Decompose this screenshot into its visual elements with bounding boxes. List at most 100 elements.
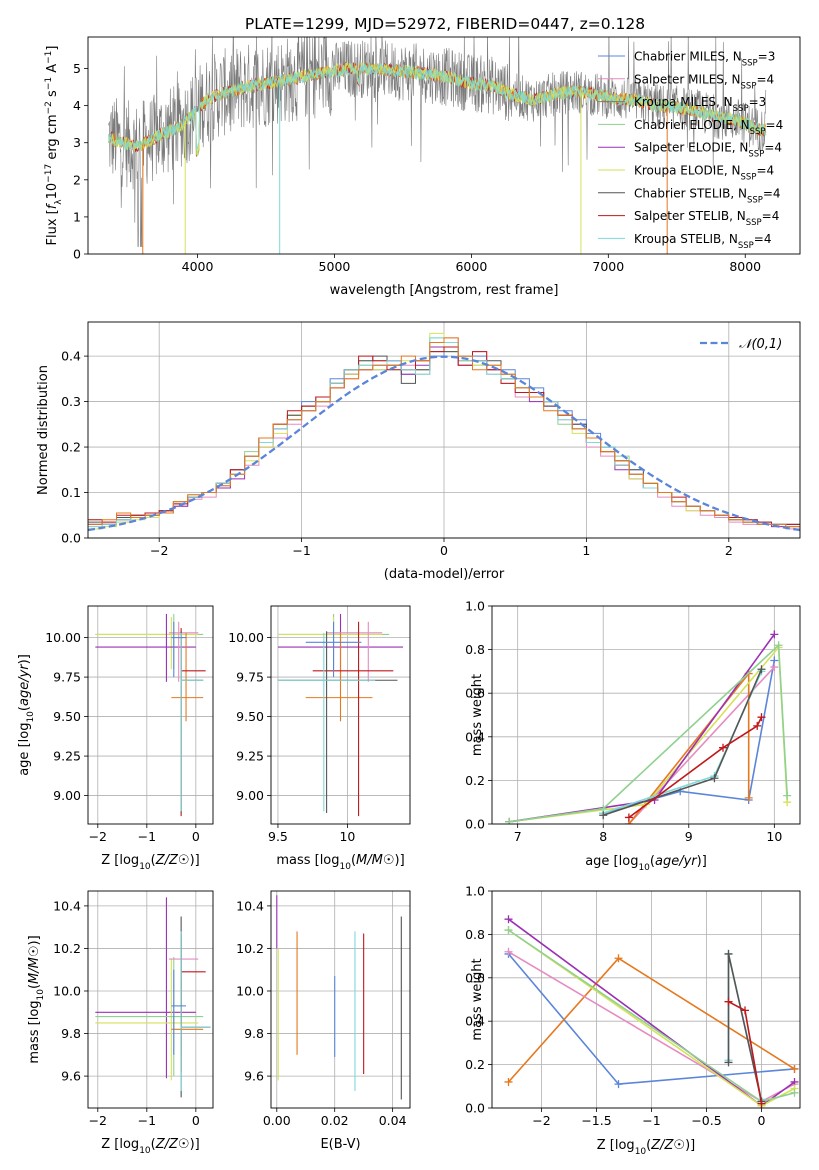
legend-label: Kroupa STELIB, NSSP=4 <box>634 232 772 251</box>
tick-label-y: 9.00 <box>53 788 81 803</box>
tick-label-y: 10.0 <box>236 983 264 998</box>
marker-orange <box>790 1064 799 1073</box>
y-axis-label: Normed distribution <box>36 365 51 495</box>
tick-label-y: 0.8 <box>465 927 485 942</box>
marker-orange <box>744 793 753 802</box>
errorbar-kroupa-elodie <box>277 617 383 670</box>
tick-label-y: 4 <box>73 98 81 113</box>
tick-label-y: 0.6 <box>465 686 485 701</box>
tick-label-y: 9.00 <box>236 788 264 803</box>
tick-label-y: 10.4 <box>53 898 81 913</box>
errorbar-salpeter-stelib <box>180 628 206 817</box>
marker-chabrier-stelib <box>757 665 766 674</box>
tick-label-y: 0.4 <box>465 1014 485 1029</box>
marker-salpeter-stelib <box>724 997 733 1006</box>
marker-salpeter-stelib <box>741 1006 749 1015</box>
marker-salpeter-stelib <box>719 743 727 752</box>
tick-label-y: 9.25 <box>236 749 264 764</box>
legend-label: Kroupa MILES, NSSP=3 <box>634 95 766 114</box>
x-axis-label: Z [log10(Z/Z☉)] <box>101 1137 199 1156</box>
tick-label-y: 0.4 <box>61 349 81 364</box>
x-axis-label: Z [log10(Z/Z☉)] <box>101 853 199 872</box>
errorbar-kroupa-stelib <box>277 632 376 812</box>
tick-label-y: 0.0 <box>465 1101 485 1116</box>
line-salpeter-elodie <box>508 633 775 823</box>
x-axis-label: mass [log10(M/M☉)] <box>276 853 404 872</box>
axes-frame <box>270 890 411 1109</box>
errorbars-z_vs_age <box>95 613 206 817</box>
tick-label-y: 2 <box>73 172 81 187</box>
tick-label-y: 9.50 <box>236 709 264 724</box>
tick-label-y: 10.2 <box>236 941 264 956</box>
x-axis-label: (data-model)/error <box>384 567 505 582</box>
tick-label-y: 10.00 <box>228 630 264 645</box>
histogram-orange <box>88 337 800 528</box>
errorbars-ebv_vs_mass <box>276 895 402 1100</box>
histogram-traces <box>88 332 800 532</box>
marker-chabrier-elodie <box>783 791 792 800</box>
tick-label-x: 9 <box>685 829 693 844</box>
legend-label: Kroupa ELODIE, NSSP=4 <box>634 164 774 183</box>
axes-frame <box>491 605 801 825</box>
tick-label-x: −2 <box>89 1113 107 1128</box>
tick-label-y: 1.0 <box>465 884 485 899</box>
tick-label-x: 0.02 <box>321 1113 349 1128</box>
marker-salpeter-stelib <box>753 721 762 730</box>
tick-label-x: −1 <box>138 1113 156 1128</box>
legend-label: Chabrier ELODIE, NSSP=4 <box>634 118 783 137</box>
tick-label-y: 0.3 <box>61 394 81 409</box>
tick-label-x: 7000 <box>592 259 624 274</box>
axes-frame <box>87 36 801 255</box>
tick-label-y: 1 <box>73 209 81 224</box>
y-axis-label: mass weight <box>470 674 485 756</box>
line-chabrier-elodie <box>508 643 788 823</box>
marker-chabrier-stelib <box>724 949 733 958</box>
line-chabrier-stelib <box>602 668 763 817</box>
tick-label-x: 8 <box>599 829 607 844</box>
errorbar-chabrier-stelib <box>180 631 204 813</box>
marker-salpeter-elodie <box>770 630 779 639</box>
tick-label-y: 10.0 <box>53 983 81 998</box>
errorbar-kroupa-stelib <box>180 632 204 812</box>
errorbar-chabrier-stelib <box>277 631 398 813</box>
errorbar-chabrier-miles <box>171 621 187 678</box>
y-axis-label: mass [log10(M/M☉)] <box>27 935 46 1063</box>
tick-label-y: 9.6 <box>61 1069 81 1084</box>
errorbars-mass_vs_age <box>277 613 404 817</box>
tick-label-x: −2 <box>532 1113 550 1128</box>
marker-salpeter-stelib <box>757 1099 766 1108</box>
lines-z_vs_massweight <box>504 915 799 1108</box>
tick-label-y: 5 <box>73 61 81 76</box>
tick-label-y: 0.0 <box>465 817 485 832</box>
legend-label: Salpeter STELIB, NSSP=4 <box>634 209 779 228</box>
tick-label-y: 9.6 <box>244 1069 264 1084</box>
errorbar-orange <box>171 632 204 722</box>
marker-chabrier-elodie <box>504 926 513 935</box>
tick-label-y: 0 <box>73 247 81 262</box>
tick-label-y: 0.4 <box>465 729 485 744</box>
tick-label-y: 0.2 <box>465 773 485 788</box>
tick-label-y: 0.8 <box>465 642 485 657</box>
model-spectrum-kroupa-stelib <box>108 62 767 152</box>
tick-label-y: 0.1 <box>61 485 81 500</box>
lines-age_vs_massweight <box>505 630 792 824</box>
errorbar-salpeter-miles <box>326 621 383 682</box>
y-axis-label: mass weight <box>470 958 485 1040</box>
legend-label: Chabrier MILES, NSSP=3 <box>634 50 775 69</box>
panel-ebv_vs_mass: 0.00 0.02 0.04 9.6 9.8 10.0 10.2 10.4 E(B-V) <box>236 890 411 1152</box>
tick-label-y: 9.8 <box>244 1026 264 1041</box>
tick-label-x: 0.04 <box>379 1113 407 1128</box>
tick-label-x: 10 <box>339 829 355 844</box>
marker-chabrier-stelib <box>724 1058 733 1067</box>
tick-label-y: 9.75 <box>53 670 81 685</box>
tick-label-x: 4000 <box>182 259 214 274</box>
tick-label-x: 0 <box>192 1113 200 1128</box>
tick-label-x: 5000 <box>319 259 351 274</box>
marker-chabrier-stelib <box>599 811 608 820</box>
marker-salpeter-elodie <box>504 915 513 924</box>
panel-mass_vs_age: 9.5 10 9.00 9.25 9.50 9.75 10.00 mass [log10(M/… <box>228 605 411 872</box>
tick-label-x: −1.5 <box>581 1113 611 1128</box>
panel-z_vs_massweight: −2 −1.5 −1 −0.5 0 0.0 0.2 0.4 0.6 0.8 1.0 Z [log10(… <box>465 884 801 1157</box>
axes-frame <box>87 321 801 539</box>
